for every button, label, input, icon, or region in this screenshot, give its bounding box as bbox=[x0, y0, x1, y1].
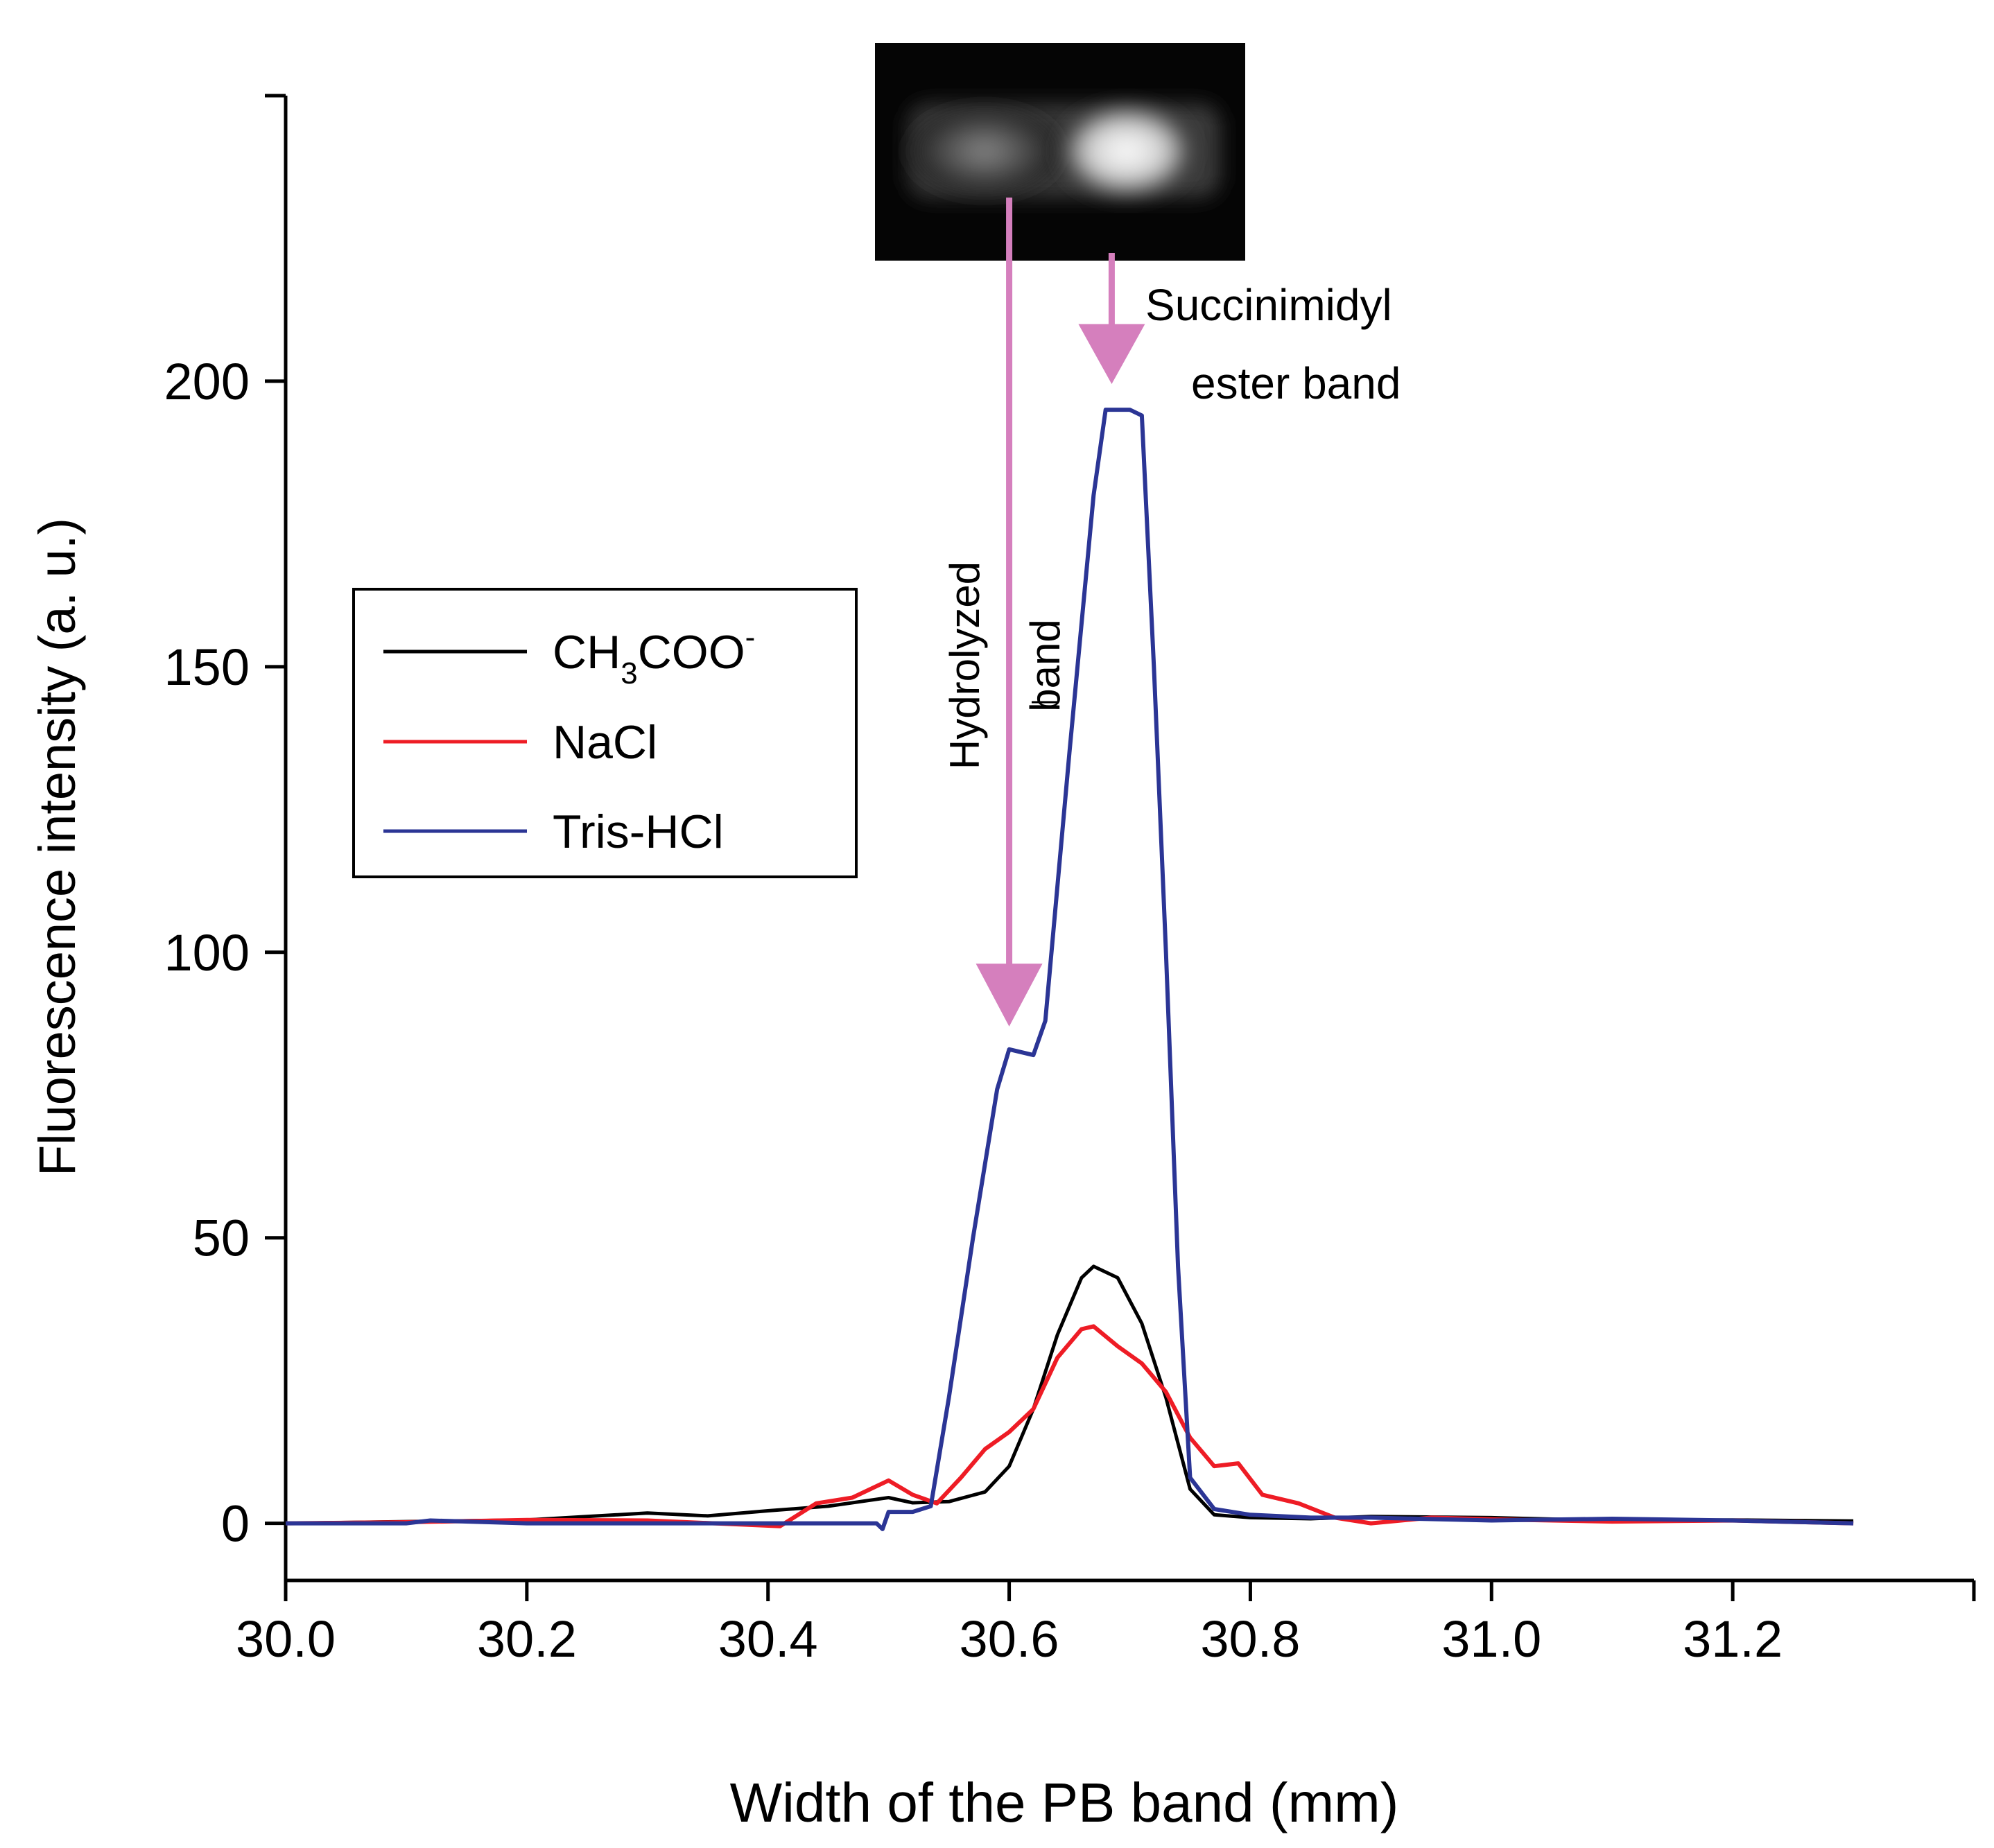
hydrolyzed-arrow-head bbox=[976, 964, 1043, 1027]
x-tick-label: 30.4 bbox=[718, 1610, 818, 1668]
y-axis-title: Fluorescence intensity (a. u.) bbox=[28, 518, 86, 1176]
y-tick-label: 200 bbox=[164, 353, 250, 410]
hydrolyzed-band-label: band bbox=[1022, 619, 1068, 711]
y-tick-label: 0 bbox=[221, 1495, 250, 1553]
x-tick-label: 31.0 bbox=[1441, 1610, 1541, 1668]
axes: 0 50 100 150 200 30.0 30.2 30.4 30.6 30.8 31.0 31.… bbox=[164, 94, 1976, 1668]
annotation-arrows bbox=[976, 198, 1145, 1027]
legend-ch3coo-sub: 3 bbox=[621, 656, 637, 690]
legend-label-ch3coo: CH3COO- bbox=[553, 620, 755, 690]
hydrolyzed-label: Hydrolyzed bbox=[942, 561, 988, 769]
legend-ch3coo-sup: - bbox=[745, 620, 756, 654]
legend-box bbox=[352, 588, 858, 878]
succinimidyl-label: Succinimidyl bbox=[1145, 280, 1392, 330]
y-tick-label: 100 bbox=[164, 924, 250, 982]
legend-ch3coo-base: CH bbox=[553, 626, 621, 679]
y-tick-label: 50 bbox=[193, 1210, 250, 1267]
x-axis-title: Width of the PB band (mm) bbox=[730, 1772, 1399, 1833]
legend-label-nacl: NaCl bbox=[553, 716, 657, 769]
legend: CH3COO- NaCl Tris-HCl bbox=[352, 588, 858, 878]
x-tick-label: 30.2 bbox=[477, 1610, 577, 1668]
series-line-nacl bbox=[285, 1324, 1854, 1528]
succinimidyl-arrow-head bbox=[1078, 324, 1145, 385]
legend-ch3coo-rest: COO bbox=[638, 626, 745, 679]
series-group bbox=[285, 408, 1854, 1531]
gel-band-image bbox=[875, 43, 1245, 261]
x-tick-label: 30.6 bbox=[960, 1610, 1059, 1668]
legend-label-tris-hcl: Tris-HCl bbox=[553, 805, 724, 858]
x-tick-label: 30.8 bbox=[1200, 1610, 1300, 1668]
x-tick-label: 31.2 bbox=[1683, 1610, 1783, 1668]
series-line-tris-hcl bbox=[286, 408, 1854, 1531]
ester-band-label: ester band bbox=[1191, 358, 1401, 408]
x-tick-label: 30.0 bbox=[236, 1610, 336, 1668]
y-tick-label: 150 bbox=[164, 638, 250, 696]
